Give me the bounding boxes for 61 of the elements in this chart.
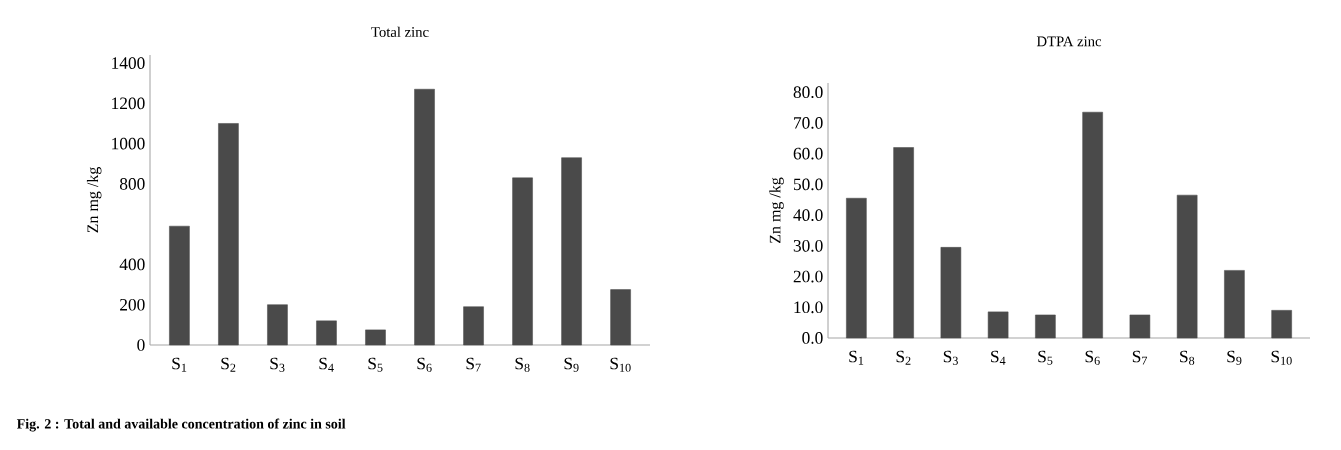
bar [610,289,631,346]
y-tick-label: 200 [120,298,145,311]
x-tick-label: S$_{3}$ [270,357,285,372]
x-tick-label: S$_{8}$ [1180,350,1195,365]
bar [365,329,386,346]
x-tick-label: S$_{5}$ [368,357,383,372]
x-tick-label: S$_{1}$ [849,350,864,365]
x-tick-label: S$_{6}$ [1085,350,1100,365]
bar [1035,314,1056,339]
bar [940,247,962,339]
y-tick-label: 800 [119,178,145,190]
y-axis-title: Zn mg /kg [769,177,784,244]
y-axis-title: Zn mg /kg [86,166,102,233]
y-tick-label: 400 [119,258,145,271]
y-tick-label: 20.0 [793,270,823,283]
y-tick-label: 1200 [112,97,145,110]
bar [463,306,484,346]
x-tick-label: S$_{7}$ [1132,350,1148,365]
bar [1271,310,1292,339]
y-tick-label: 10.0 [794,301,823,314]
y-tick-label: 40.0 [793,209,823,222]
y-tick-label: 70.0 [794,117,823,129]
chart-title: DTPA zinc [1036,36,1102,47]
y-tick-label: 0 [137,339,145,351]
bar [561,157,582,346]
bar [987,311,1009,339]
bar [1129,314,1151,339]
x-tick-label: S$_{4}$ [319,357,334,372]
bar [1176,194,1198,339]
x-tick-label: S$_{1}$ [172,357,187,372]
y-tick-label: 0.0 [802,332,823,344]
x-tick-label: S$_{8}$ [515,357,530,372]
x-tick-label: S$_{4}$ [991,350,1006,365]
bar [512,177,533,346]
y-tick-label: 1000 [112,137,145,150]
bar [414,88,435,346]
caption: Fig. 2 : Total and available concentration of zinc in soil [16,418,346,432]
x-tick-label: S$_{2}$ [896,350,911,365]
x-tick-label: S$_{7}$ [466,357,481,372]
y-tick-label: 80.0 [793,86,823,99]
bar [1224,270,1245,339]
bar [218,123,239,346]
bar [267,304,288,346]
x-tick-label: S$_{3}$ [943,350,958,365]
y-tick-label: 30.0 [793,239,823,252]
chart-title: Total zinc [371,26,429,37]
x-tick-label: S$_{10}$ [610,357,631,372]
y-tick-label: 50.0 [793,178,823,191]
y-tick-label: 1400 [112,57,145,69]
x-tick-label: S$_{2}$ [221,357,236,372]
bar [1082,111,1103,339]
x-tick-label: S$_{10}$ [1271,350,1292,365]
bar [846,197,867,339]
bar [169,225,190,346]
bar [893,147,914,339]
x-tick-label: S$_{9}$ [564,357,579,372]
x-tick-label: S$_{5}$ [1038,350,1053,365]
y-tick-label: 60.0 [793,147,823,160]
x-tick-label: S$_{9}$ [1227,350,1242,365]
bar [316,320,337,346]
x-tick-label: S$_{6}$ [417,357,432,372]
